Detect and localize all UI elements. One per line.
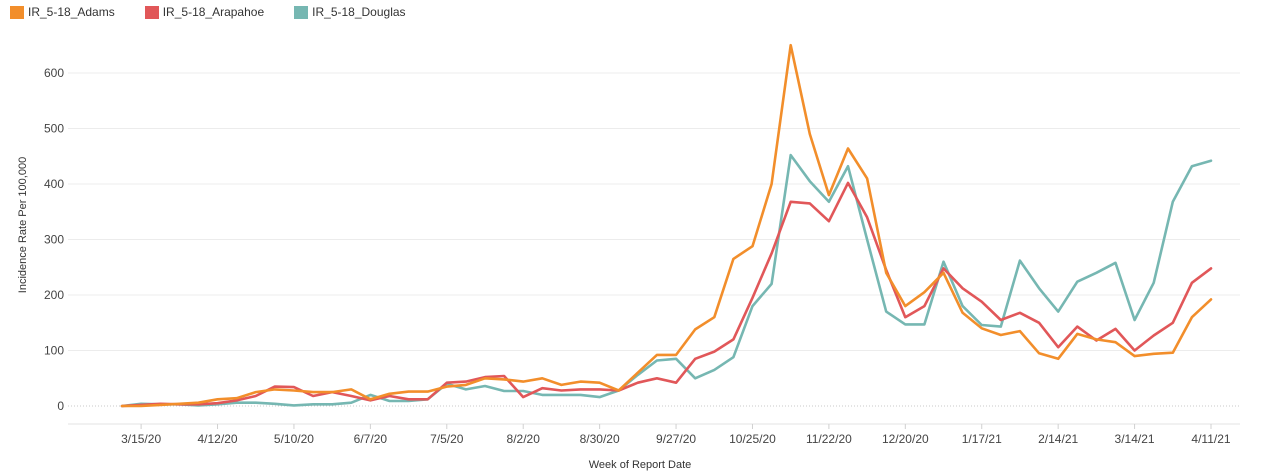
legend-item-arapahoe[interactable]: IR_5-18_Arapahoe bbox=[144, 5, 265, 19]
x-tick-label: 10/25/20 bbox=[729, 432, 776, 446]
y-tick-label: 400 bbox=[44, 177, 64, 191]
x-tick-label: 1/17/21 bbox=[962, 432, 1002, 446]
series-lines bbox=[120, 43, 1213, 408]
y-tick-label: 200 bbox=[44, 288, 64, 302]
x-tick-label: 12/20/20 bbox=[882, 432, 929, 446]
x-tick-label: 3/15/20 bbox=[121, 432, 161, 446]
legend-swatch-adams bbox=[10, 5, 24, 19]
gridlines bbox=[68, 72, 1240, 425]
x-tick-label: 6/7/20 bbox=[354, 432, 388, 446]
series-line-douglas[interactable] bbox=[120, 153, 1213, 408]
x-tick-label: 5/10/20 bbox=[274, 432, 314, 446]
legend-label-adams: IR_5-18_Adams bbox=[28, 5, 115, 19]
x-tick-label: 8/30/20 bbox=[580, 432, 620, 446]
legend-item-adams[interactable]: IR_5-18_Adams bbox=[10, 5, 115, 19]
y-tick-label: 100 bbox=[44, 344, 64, 358]
x-axis-ticks: 3/15/20 4/12/20 5/10/20 6/7/20 7/5/20 8/2/20 8… bbox=[121, 424, 1231, 446]
y-axis-title: Incidence Rate Per 100,000 bbox=[17, 157, 29, 293]
y-tick-label: 500 bbox=[44, 122, 64, 136]
x-tick-label: 9/27/20 bbox=[656, 432, 696, 446]
x-tick-label: 4/11/21 bbox=[1191, 432, 1230, 446]
x-tick-label: 4/12/20 bbox=[198, 432, 238, 446]
legend-swatch-arapahoe bbox=[144, 5, 159, 19]
x-tick-label: 2/14/21 bbox=[1038, 432, 1078, 446]
legend-label-douglas: IR_5-18_Douglas bbox=[312, 5, 406, 19]
x-tick-label: 3/14/21 bbox=[1115, 432, 1155, 446]
y-tick-label: 300 bbox=[44, 233, 64, 247]
series-line-adams[interactable] bbox=[120, 43, 1213, 408]
x-tick-label: 11/22/20 bbox=[806, 432, 852, 446]
y-tick-label: 0 bbox=[57, 399, 64, 413]
y-axis-ticks: 0 100 200 300 400 500 600 bbox=[44, 66, 64, 413]
x-axis-title: Week of Report Date bbox=[589, 459, 692, 471]
legend: IR_5-18_Adams IR_5-18_Arapahoe IR_5-18_D… bbox=[10, 4, 436, 20]
legend-swatch-douglas bbox=[294, 5, 309, 19]
x-tick-label: 8/2/20 bbox=[507, 432, 541, 446]
legend-item-douglas[interactable]: IR_5-18_Douglas bbox=[294, 5, 406, 19]
x-tick-label: 7/5/20 bbox=[430, 432, 464, 446]
series-line-arapahoe[interactable] bbox=[120, 181, 1213, 408]
y-tick-label: 600 bbox=[44, 66, 64, 80]
legend-label-arapahoe: IR_5-18_Arapahoe bbox=[162, 5, 265, 19]
